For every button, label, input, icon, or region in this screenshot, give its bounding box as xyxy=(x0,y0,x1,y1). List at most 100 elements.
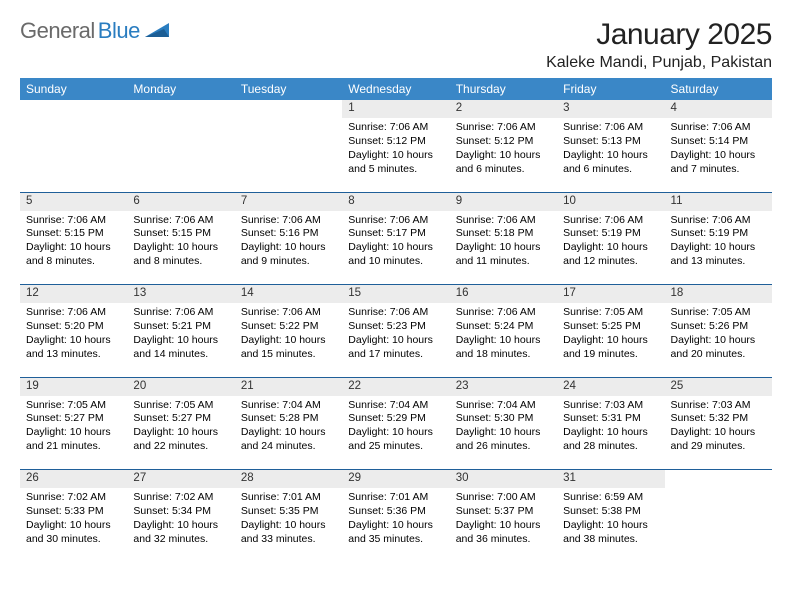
sunset-line: Sunset: 5:19 PM xyxy=(671,227,766,241)
weekday-header: Friday xyxy=(557,78,664,100)
day-data-cell: Sunrise: 7:04 AMSunset: 5:28 PMDaylight:… xyxy=(235,396,342,470)
day-number-cell: 4 xyxy=(665,100,772,118)
daylight-line: Daylight: 10 hours and 19 minutes. xyxy=(563,334,658,362)
day-data-cell: Sunrise: 7:03 AMSunset: 5:32 PMDaylight:… xyxy=(665,396,772,470)
daylight-line: Daylight: 10 hours and 36 minutes. xyxy=(456,519,551,547)
brand-logo: General Blue xyxy=(20,18,171,44)
sunset-line: Sunset: 5:14 PM xyxy=(671,135,766,149)
day-data-cell: Sunrise: 7:06 AMSunset: 5:15 PMDaylight:… xyxy=(20,211,127,285)
day-data-cell: Sunrise: 7:06 AMSunset: 5:17 PMDaylight:… xyxy=(342,211,449,285)
weekday-header-row: Sunday Monday Tuesday Wednesday Thursday… xyxy=(20,78,772,100)
day-number-cell: 16 xyxy=(450,285,557,303)
sunset-line: Sunset: 5:26 PM xyxy=(671,320,766,334)
sunset-line: Sunset: 5:38 PM xyxy=(563,505,658,519)
sunrise-line: Sunrise: 7:02 AM xyxy=(26,491,121,505)
day-data-row: Sunrise: 7:06 AMSunset: 5:20 PMDaylight:… xyxy=(20,303,772,377)
day-number-cell: 24 xyxy=(557,378,664,396)
daylight-line: Daylight: 10 hours and 32 minutes. xyxy=(133,519,228,547)
sunset-line: Sunset: 5:16 PM xyxy=(241,227,336,241)
day-number-cell: 23 xyxy=(450,378,557,396)
sunset-line: Sunset: 5:27 PM xyxy=(133,412,228,426)
day-data-cell: Sunrise: 7:06 AMSunset: 5:22 PMDaylight:… xyxy=(235,303,342,377)
daylight-line: Daylight: 10 hours and 17 minutes. xyxy=(348,334,443,362)
sunset-line: Sunset: 5:25 PM xyxy=(563,320,658,334)
month-title: January 2025 xyxy=(546,18,772,52)
sunrise-line: Sunrise: 7:06 AM xyxy=(456,306,551,320)
daylight-line: Daylight: 10 hours and 20 minutes. xyxy=(671,334,766,362)
sunrise-line: Sunrise: 7:06 AM xyxy=(348,214,443,228)
day-number-cell: 8 xyxy=(342,193,449,211)
day-number-cell: 27 xyxy=(127,470,234,488)
day-number-cell: 3 xyxy=(557,100,664,118)
sunrise-line: Sunrise: 7:06 AM xyxy=(671,121,766,135)
day-number-cell: 21 xyxy=(235,378,342,396)
day-number-cell xyxy=(665,470,772,488)
daylight-line: Daylight: 10 hours and 29 minutes. xyxy=(671,426,766,454)
daylight-line: Daylight: 10 hours and 33 minutes. xyxy=(241,519,336,547)
day-data-cell: Sunrise: 6:59 AMSunset: 5:38 PMDaylight:… xyxy=(557,488,664,558)
daylight-line: Daylight: 10 hours and 9 minutes. xyxy=(241,241,336,269)
day-data-cell: Sunrise: 7:06 AMSunset: 5:23 PMDaylight:… xyxy=(342,303,449,377)
day-number-row: 567891011 xyxy=(20,193,772,211)
daylight-line: Daylight: 10 hours and 28 minutes. xyxy=(563,426,658,454)
sunrise-line: Sunrise: 7:06 AM xyxy=(456,214,551,228)
daylight-line: Daylight: 10 hours and 6 minutes. xyxy=(563,149,658,177)
day-number-cell: 5 xyxy=(20,193,127,211)
sunrise-line: Sunrise: 7:06 AM xyxy=(563,121,658,135)
daylight-line: Daylight: 10 hours and 30 minutes. xyxy=(26,519,121,547)
sunset-line: Sunset: 5:15 PM xyxy=(133,227,228,241)
day-data-cell: Sunrise: 7:02 AMSunset: 5:34 PMDaylight:… xyxy=(127,488,234,558)
day-number-cell: 22 xyxy=(342,378,449,396)
sunset-line: Sunset: 5:35 PM xyxy=(241,505,336,519)
sunrise-line: Sunrise: 7:06 AM xyxy=(241,306,336,320)
day-data-cell: Sunrise: 7:05 AMSunset: 5:25 PMDaylight:… xyxy=(557,303,664,377)
day-data-row: Sunrise: 7:06 AMSunset: 5:15 PMDaylight:… xyxy=(20,211,772,285)
sunset-line: Sunset: 5:13 PM xyxy=(563,135,658,149)
sunrise-line: Sunrise: 7:04 AM xyxy=(241,399,336,413)
day-data-cell: Sunrise: 7:02 AMSunset: 5:33 PMDaylight:… xyxy=(20,488,127,558)
weekday-header: Monday xyxy=(127,78,234,100)
day-number-row: 12131415161718 xyxy=(20,285,772,303)
day-number-cell: 26 xyxy=(20,470,127,488)
header: General Blue January 2025 Kaleke Mandi, … xyxy=(20,18,772,72)
daylight-line: Daylight: 10 hours and 26 minutes. xyxy=(456,426,551,454)
day-data-cell xyxy=(235,118,342,192)
weekday-header: Tuesday xyxy=(235,78,342,100)
day-data-cell: Sunrise: 7:00 AMSunset: 5:37 PMDaylight:… xyxy=(450,488,557,558)
sunrise-line: Sunrise: 7:03 AM xyxy=(671,399,766,413)
sunset-line: Sunset: 5:24 PM xyxy=(456,320,551,334)
daylight-line: Daylight: 10 hours and 18 minutes. xyxy=(456,334,551,362)
daylight-line: Daylight: 10 hours and 38 minutes. xyxy=(563,519,658,547)
sunset-line: Sunset: 5:30 PM xyxy=(456,412,551,426)
title-block: January 2025 Kaleke Mandi, Punjab, Pakis… xyxy=(546,18,772,72)
day-data-cell: Sunrise: 7:06 AMSunset: 5:20 PMDaylight:… xyxy=(20,303,127,377)
day-number-cell: 28 xyxy=(235,470,342,488)
day-data-cell: Sunrise: 7:06 AMSunset: 5:19 PMDaylight:… xyxy=(557,211,664,285)
daylight-line: Daylight: 10 hours and 25 minutes. xyxy=(348,426,443,454)
day-data-row: Sunrise: 7:06 AMSunset: 5:12 PMDaylight:… xyxy=(20,118,772,192)
sunset-line: Sunset: 5:32 PM xyxy=(671,412,766,426)
day-number-row: 1234 xyxy=(20,100,772,118)
day-number-cell: 18 xyxy=(665,285,772,303)
sunset-line: Sunset: 5:18 PM xyxy=(456,227,551,241)
day-number-cell: 31 xyxy=(557,470,664,488)
daylight-line: Daylight: 10 hours and 6 minutes. xyxy=(456,149,551,177)
sunrise-line: Sunrise: 7:06 AM xyxy=(26,214,121,228)
brand-part1: General xyxy=(20,18,95,44)
sunrise-line: Sunrise: 7:02 AM xyxy=(133,491,228,505)
day-data-cell: Sunrise: 7:06 AMSunset: 5:15 PMDaylight:… xyxy=(127,211,234,285)
day-data-cell: Sunrise: 7:06 AMSunset: 5:13 PMDaylight:… xyxy=(557,118,664,192)
sunrise-line: Sunrise: 7:06 AM xyxy=(133,214,228,228)
sunset-line: Sunset: 5:17 PM xyxy=(348,227,443,241)
day-data-cell: Sunrise: 7:01 AMSunset: 5:35 PMDaylight:… xyxy=(235,488,342,558)
day-data-cell: Sunrise: 7:04 AMSunset: 5:29 PMDaylight:… xyxy=(342,396,449,470)
day-number-cell: 13 xyxy=(127,285,234,303)
day-number-cell: 11 xyxy=(665,193,772,211)
day-number-cell: 6 xyxy=(127,193,234,211)
day-data-cell: Sunrise: 7:03 AMSunset: 5:31 PMDaylight:… xyxy=(557,396,664,470)
sunset-line: Sunset: 5:22 PM xyxy=(241,320,336,334)
sunrise-line: Sunrise: 7:06 AM xyxy=(671,214,766,228)
day-data-cell: Sunrise: 7:06 AMSunset: 5:16 PMDaylight:… xyxy=(235,211,342,285)
sunset-line: Sunset: 5:12 PM xyxy=(456,135,551,149)
day-data-row: Sunrise: 7:02 AMSunset: 5:33 PMDaylight:… xyxy=(20,488,772,558)
